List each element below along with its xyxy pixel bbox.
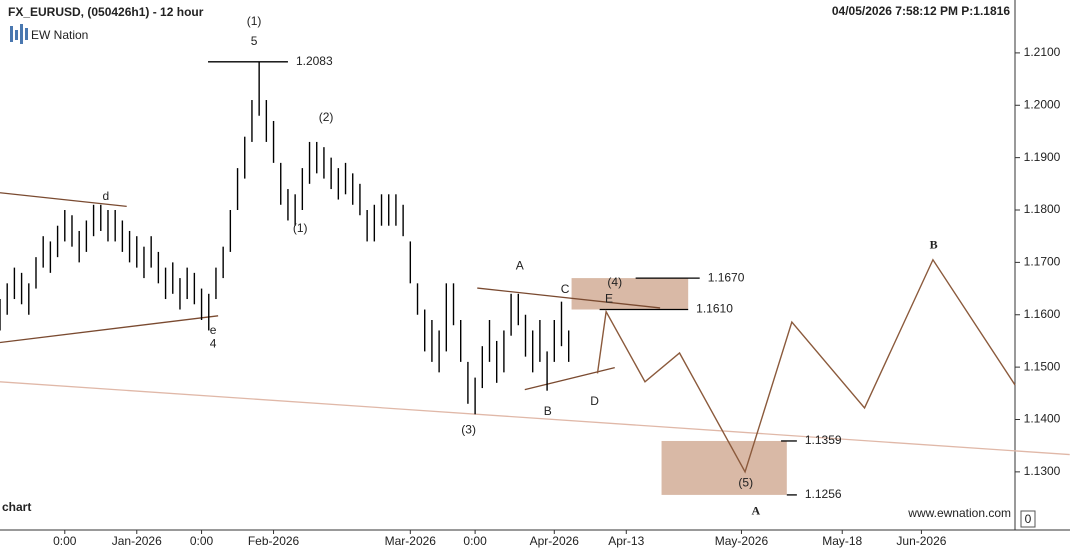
wave-label: A xyxy=(752,503,761,517)
watermark: www.ewnation.com xyxy=(907,506,1011,520)
x-tick-label: 0:00 xyxy=(463,534,487,548)
x-tick-label: Apr-13 xyxy=(608,534,644,548)
zone xyxy=(661,440,787,495)
logo: EW Nation xyxy=(31,28,88,42)
x-tick-label: May-2026 xyxy=(715,534,769,548)
trendline xyxy=(0,381,1070,456)
wave-label: e xyxy=(210,323,217,337)
level-label: 1.2083 xyxy=(296,54,333,68)
x-tick-label: Apr-2026 xyxy=(530,534,580,548)
chart-title: FX_EURUSD, (050426h1) - 12 hour xyxy=(8,5,204,19)
x-tick-label: 0:00 xyxy=(190,534,214,548)
indicator-box xyxy=(1020,510,1036,528)
y-tick-label: 1.1900 xyxy=(1024,150,1061,164)
level-label: 1.1610 xyxy=(696,302,733,316)
x-tick-label: Feb-2026 xyxy=(248,534,300,548)
y-tick-label: 1.1400 xyxy=(1024,412,1061,426)
y-tick-label: 1.2000 xyxy=(1024,97,1061,111)
wave-label: B xyxy=(930,237,938,251)
wave-label: B xyxy=(544,404,552,418)
corner-label: chart xyxy=(2,500,31,514)
x-tick-label: Jun-2026 xyxy=(896,534,946,548)
x-tick-label: May-18 xyxy=(822,534,862,548)
x-tick-label: Mar-2026 xyxy=(385,534,437,548)
timestamp: 04/05/2026 7:58:12 PM P:1.1816 xyxy=(832,4,1010,18)
level-label: 1.1670 xyxy=(708,270,745,284)
wave-label: d xyxy=(102,189,109,203)
wave-label: (2) xyxy=(319,110,334,124)
wave-label: D xyxy=(590,394,599,408)
logo-icon xyxy=(10,24,28,44)
wave-label: C xyxy=(561,282,570,296)
wave-label: (1) xyxy=(293,221,308,235)
level-label: 1.1359 xyxy=(805,433,842,447)
y-tick-label: 1.1800 xyxy=(1024,202,1061,216)
wave-label: E xyxy=(605,292,613,306)
wave-label: A xyxy=(516,259,524,273)
x-tick-label: 0:00 xyxy=(53,534,77,548)
wave-label: 5 xyxy=(251,34,258,48)
indicator-value: 0 xyxy=(1025,512,1032,526)
y-tick-label: 1.1500 xyxy=(1024,359,1061,373)
trendline xyxy=(524,367,615,391)
wave-label: (1) xyxy=(247,14,262,28)
y-tick-label: 1.1300 xyxy=(1024,464,1061,478)
y-tick-label: 1.1700 xyxy=(1024,255,1061,269)
wave-label: (4) xyxy=(607,275,622,289)
trendline xyxy=(0,192,127,207)
y-tick-label: 1.2100 xyxy=(1024,45,1061,59)
trendline xyxy=(0,315,219,344)
trendline xyxy=(477,287,661,309)
wave-label: 4 xyxy=(210,336,217,350)
wave-label: (5) xyxy=(738,476,753,490)
y-tick-label: 1.1600 xyxy=(1024,307,1061,321)
level-label: 1.1256 xyxy=(805,487,842,501)
x-tick-label: Jan-2026 xyxy=(112,534,162,548)
wave-label: (3) xyxy=(461,423,476,437)
projection-line xyxy=(596,258,1016,474)
